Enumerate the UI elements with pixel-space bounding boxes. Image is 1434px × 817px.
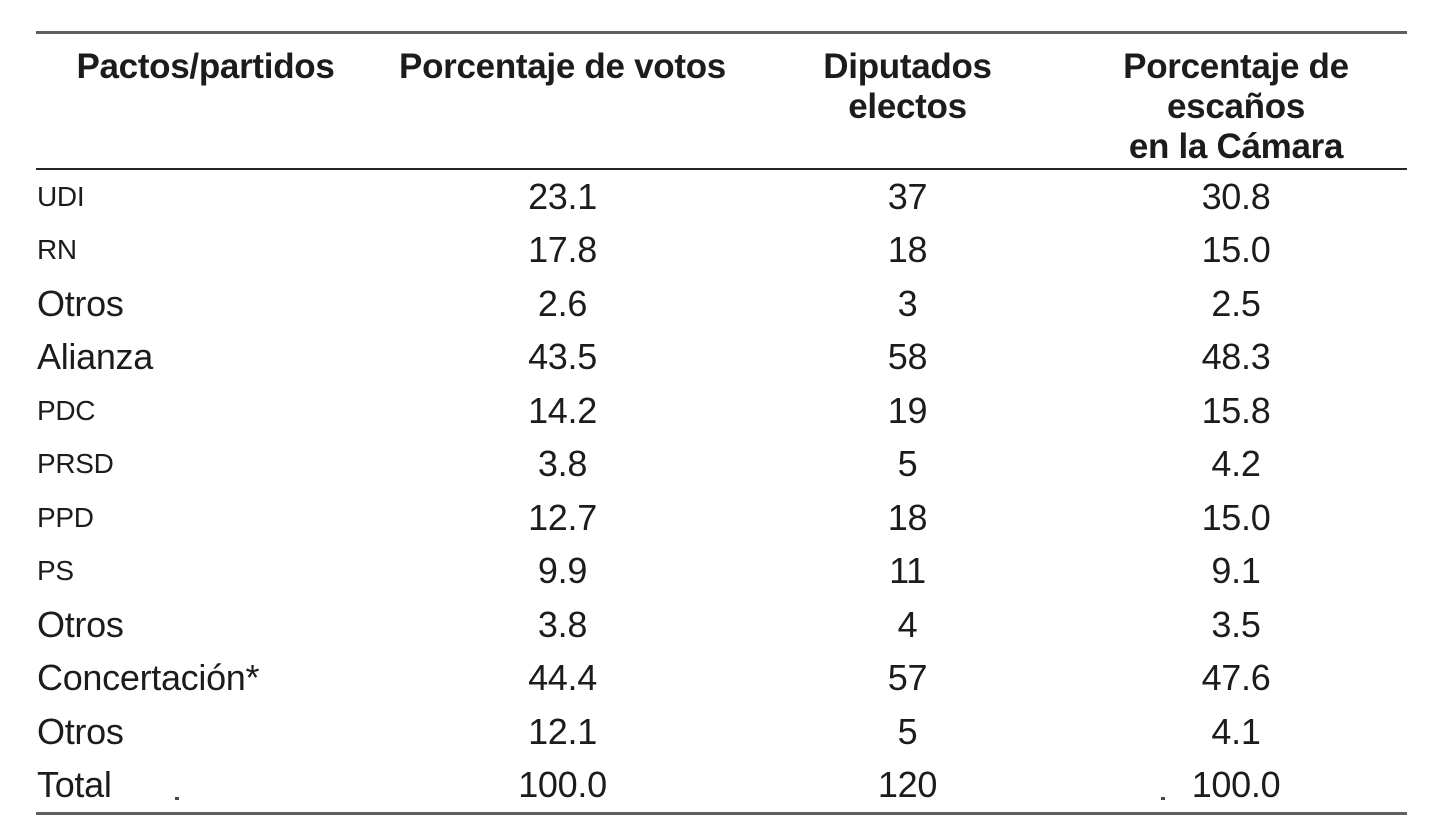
column-header-porcentaje-escanos: Porcentaje de escaños en la Cámara: [1065, 32, 1407, 170]
cell-seats: 3: [897, 282, 918, 324]
cell-seats: 18: [887, 496, 928, 538]
cell-seat-share-pct: 15.0: [1201, 229, 1271, 271]
table-row-otros-1: Otros 2.6 3 2.5: [36, 277, 1407, 331]
table-row-rn: RN 17.8 18 15.0: [36, 224, 1407, 278]
cell-seat-share-pct: 4.1: [1211, 710, 1261, 752]
cell-seats: 18: [887, 229, 928, 271]
cell-seat-share-pct: 47.6: [1201, 657, 1271, 699]
cell-pact-label: Otros: [37, 710, 124, 752]
cell-seats: 120: [877, 764, 938, 806]
cell-seat-share-pct: 3.5: [1211, 603, 1261, 645]
table-row-alianza: Alianza 43.5 58 48.3: [36, 331, 1407, 385]
cell-pact-label: RN: [37, 234, 77, 266]
table-row-otros-2: Otros 3.8 4 3.5: [36, 598, 1407, 652]
cell-seats: 5: [897, 443, 918, 485]
cell-votes-pct: 9.9: [537, 550, 588, 592]
cell-pact-label: UDI: [37, 180, 85, 212]
cell-votes-pct: 12.1: [528, 710, 597, 752]
column-header-diputados-electos: Diputados electos: [750, 32, 1065, 170]
column-header-porcentaje-votos: Porcentaje de votos: [375, 32, 750, 170]
cell-votes-pct: 100.0: [518, 764, 607, 806]
cell-seat-share-pct: 48.3: [1201, 336, 1271, 378]
cell-votes-pct: 3.8: [537, 443, 588, 485]
cell-pact-label: Otros: [37, 603, 124, 645]
cell-votes-pct: 12.7: [528, 496, 597, 538]
cell-seat-share-pct: 100.0: [1191, 764, 1281, 806]
table-row-concertacion: Concertación* 44.4 57 47.6: [36, 652, 1407, 706]
column-header-pactos-partidos: Pactos/partidos: [36, 32, 375, 170]
cell-pact-label: PDC: [37, 394, 96, 426]
cell-pact-label: Otros: [37, 282, 124, 324]
cell-pact-label: PS: [37, 555, 74, 587]
cell-seats: 58: [887, 336, 928, 378]
table-row-total: Total 100.0 120 100.0: [36, 759, 1407, 814]
cell-seats: 4: [897, 603, 918, 645]
cell-pact-label: Concertación*: [37, 657, 260, 699]
cell-seat-share-pct: 9.1: [1211, 550, 1261, 592]
table-header: Pactos/partidos Porcentaje de votos Dipu…: [36, 32, 1407, 170]
table-row-ps: PS 9.9 11 9.1: [36, 545, 1407, 599]
cell-votes-pct: 3.8: [537, 603, 588, 645]
cell-seat-share-pct: 15.0: [1201, 496, 1271, 538]
cell-votes-pct: 17.8: [528, 229, 597, 271]
footnote-mark-right: [1161, 797, 1165, 800]
cell-votes-pct: 2.6: [537, 282, 588, 324]
footnote-mark-left: [175, 797, 179, 800]
cell-seat-share-pct: 4.2: [1211, 443, 1261, 485]
table-row-ppd: PPD 12.7 18 15.0: [36, 491, 1407, 545]
cell-seats: 57: [887, 657, 928, 699]
cell-seat-share-pct: 2.5: [1211, 282, 1261, 324]
cell-votes-pct: 43.5: [528, 336, 597, 378]
table-row-prsd: PRSD 3.8 5 4.2: [36, 438, 1407, 492]
table-body: UDI 23.1 37 30.8 RN 17.8 18 15.0 Otros 2…: [36, 169, 1407, 814]
table-row-otros-3: Otros 12.1 5 4.1: [36, 705, 1407, 759]
cell-seats: 5: [897, 710, 918, 752]
cell-pact-label: PRSD: [37, 448, 114, 480]
cell-votes-pct: 44.4: [528, 657, 597, 699]
cell-seats: 37: [887, 175, 928, 217]
cell-pact-label: PPD: [37, 501, 94, 533]
cell-seats: 11: [889, 550, 926, 592]
table-row-udi: UDI 23.1 37 30.8: [36, 169, 1407, 224]
table-row-pdc: PDC 14.2 19 15.8: [36, 384, 1407, 438]
cell-seat-share-pct: 15.8: [1201, 389, 1271, 431]
cell-votes-pct: 14.2: [528, 389, 597, 431]
election-results-table: Pactos/partidos Porcentaje de votos Dipu…: [36, 31, 1407, 815]
cell-votes-pct: 23.1: [528, 175, 597, 217]
cell-seat-share-pct: 30.8: [1201, 175, 1271, 217]
cell-pact-label: Alianza: [37, 336, 153, 378]
cell-seats: 19: [887, 389, 928, 431]
header-row: Pactos/partidos Porcentaje de votos Dipu…: [36, 32, 1407, 170]
cell-pact-label: Total: [37, 764, 112, 806]
